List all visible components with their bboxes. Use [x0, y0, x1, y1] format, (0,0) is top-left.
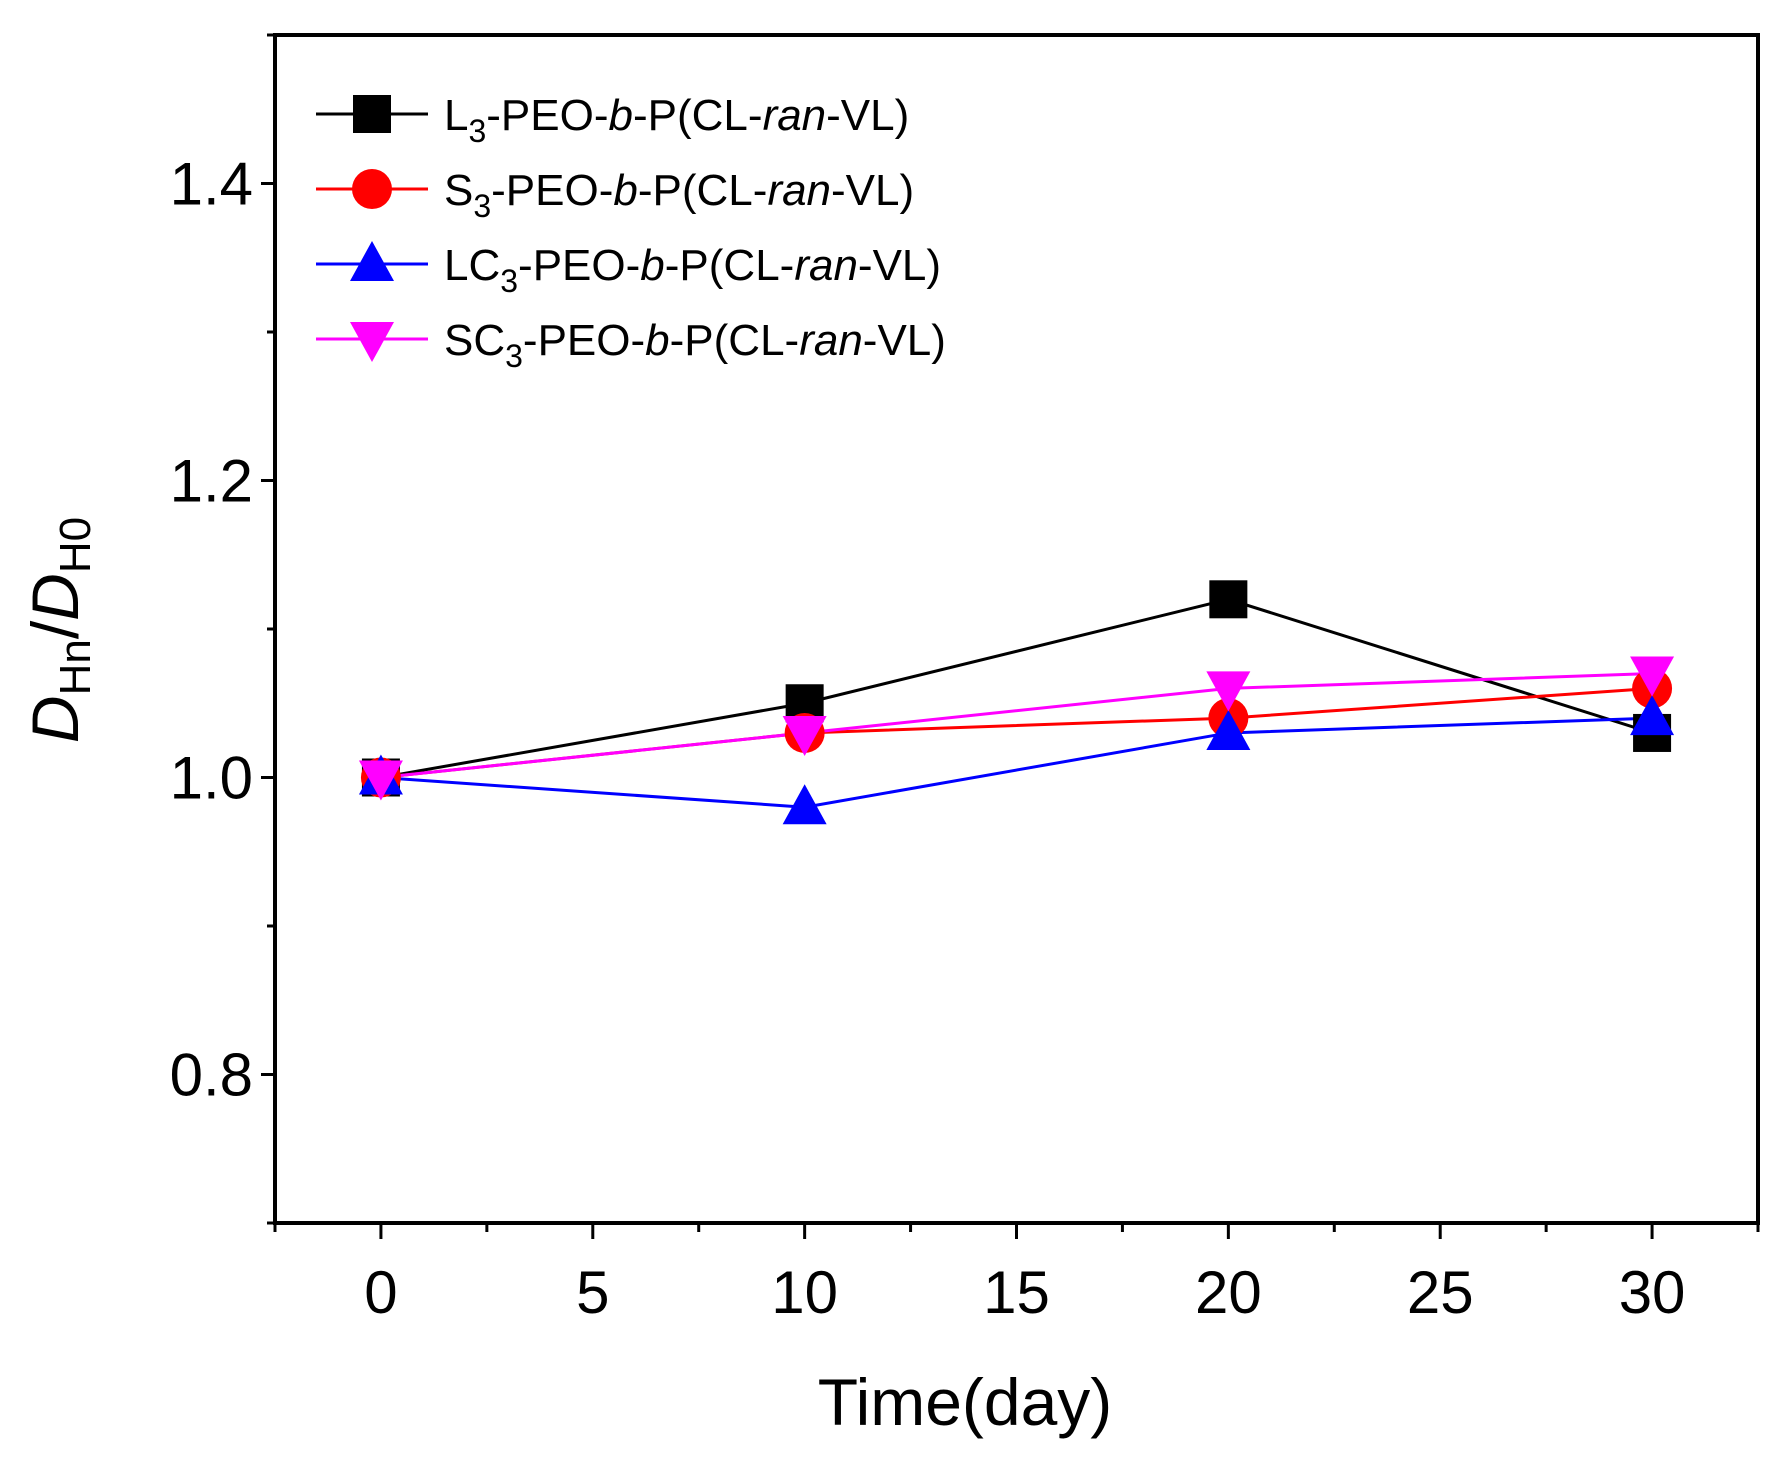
y-axis-title-main1: D: [18, 695, 92, 743]
x-tick-label: 20: [1195, 1259, 1262, 1326]
data-point-series-3: [358, 760, 403, 801]
series-layer: [358, 580, 1675, 825]
legend-marker-2: [350, 241, 394, 281]
x-tick-label: 5: [576, 1259, 609, 1326]
x-tick-label: 25: [1407, 1259, 1474, 1326]
series-line-0: [380, 597, 1653, 779]
data-point-series-2: [1206, 709, 1251, 750]
legend-label-3: SC3-PEO-b-P(CL-ran-VL): [444, 316, 946, 374]
svg-text:DHn/DH0: DHn/DH0: [18, 517, 100, 743]
y-tick-label: 1.0: [170, 745, 253, 812]
x-tick-label: 10: [771, 1259, 838, 1326]
x-axis-title: Time(day): [818, 1365, 1113, 1439]
legend-marker-0: [353, 95, 391, 133]
legend: L3-PEO-b-P(CL-ran-VL) S3-PEO-b-P(CL-ran-V…: [316, 91, 946, 374]
y-axis-title-sub2: H0: [51, 517, 100, 573]
legend-label-2: LC3-PEO-b-P(CL-ran-VL): [444, 241, 941, 299]
data-point-series-3: [1206, 671, 1251, 712]
y-axis-title-sub1: Hn: [51, 639, 100, 695]
data-point-series-2: [782, 784, 827, 825]
y-axis-title: DHn/DH0: [18, 517, 100, 743]
y-tick-label: 1.4: [170, 151, 253, 218]
y-tick-label: 0.8: [170, 1042, 253, 1109]
legend-marker-3: [350, 322, 394, 362]
y-axis-ticks: 0.8 1.0 1.2 1.4: [170, 33, 275, 1225]
series-line-3: [380, 672, 1653, 779]
data-point-series-3: [782, 715, 827, 756]
legend-label-1: S3-PEO-b-P(CL-ran-VL): [444, 166, 914, 224]
series-line-2: [380, 716, 1653, 809]
x-tick-label: 15: [983, 1259, 1050, 1326]
data-point-series-3: [1630, 656, 1675, 697]
y-tick-label: 1.2: [170, 448, 253, 515]
x-tick-label: 30: [1619, 1259, 1686, 1326]
legend-label-0: L3-PEO-b-P(CL-ran-VL): [444, 91, 909, 149]
x-axis-ticks: 0 5 10 15 20 25 30: [273, 1223, 1760, 1326]
x-tick-label: 0: [364, 1259, 397, 1326]
y-axis-title-slash: /: [18, 620, 92, 639]
y-axis-title-main2: D: [18, 573, 92, 621]
legend-marker-1: [352, 169, 392, 209]
series-line-1: [380, 686, 1653, 779]
data-point-series-0: [1209, 580, 1248, 619]
data-point-series-2: [1630, 695, 1675, 736]
